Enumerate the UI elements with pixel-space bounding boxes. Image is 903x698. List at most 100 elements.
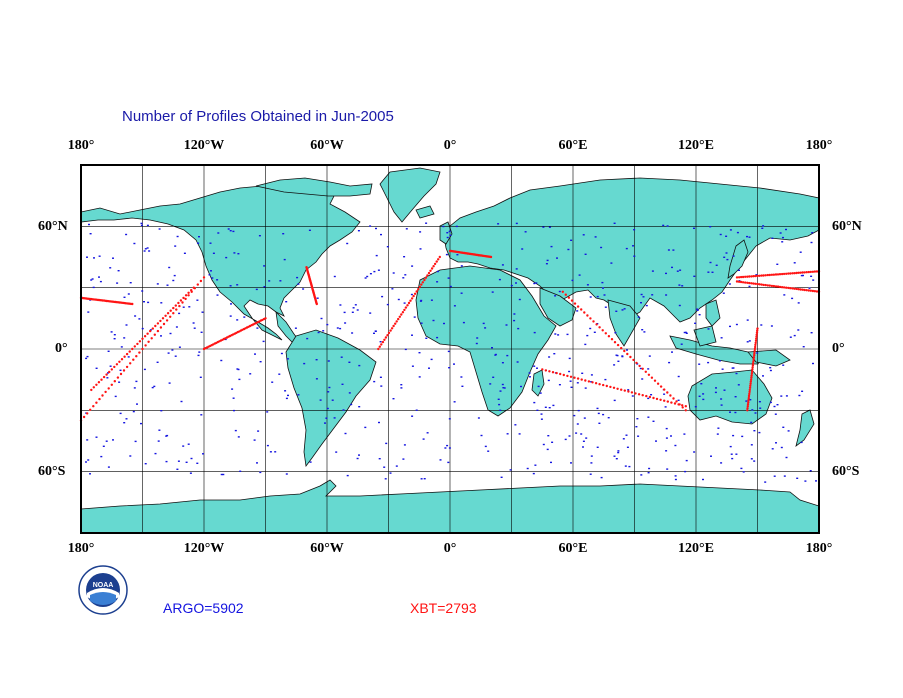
xbt-profile-marker <box>159 326 163 329</box>
argo-profile-marker <box>98 276 100 278</box>
xbt-profile-marker <box>187 294 190 297</box>
argo-profile-marker <box>714 391 717 394</box>
argo-profile-marker <box>693 275 696 277</box>
xbt-profile-marker <box>666 391 669 394</box>
xbt-profile-marker <box>753 347 757 351</box>
argo-profile-marker <box>721 368 724 370</box>
argo-profile-marker <box>796 477 799 479</box>
argo-profile-marker <box>358 454 360 456</box>
xbt-profile-marker <box>86 412 89 415</box>
argo-profile-marker <box>132 410 135 413</box>
argo-profile-marker <box>535 282 538 284</box>
argo-profile-marker <box>411 334 413 336</box>
argo-profile-marker <box>571 279 574 282</box>
argo-profile-marker <box>637 435 640 437</box>
xbt-profile-marker <box>780 286 784 289</box>
xbt-profile-marker <box>780 272 784 276</box>
argo-profile-marker <box>720 337 723 339</box>
argo-profile-marker <box>107 466 110 468</box>
argo-profile-marker <box>160 335 162 337</box>
xbt-profile-marker <box>576 377 580 380</box>
argo-profile-marker <box>339 327 342 330</box>
argo-profile-marker <box>419 248 422 250</box>
xbt-profile-marker <box>616 343 620 347</box>
xbt-profile-marker <box>389 329 392 332</box>
xbt-profile-marker <box>594 382 598 385</box>
argo-profile-marker <box>553 353 556 355</box>
argo-profile-marker <box>604 378 607 381</box>
xbt-profile-marker <box>758 283 761 286</box>
argo-profile-marker <box>392 272 395 274</box>
argo-profile-marker <box>227 228 230 230</box>
xbt-profile-marker <box>648 395 652 399</box>
argo-profile-marker <box>651 294 654 296</box>
argo-profile-marker <box>234 429 237 432</box>
argo-profile-marker <box>258 235 261 237</box>
xbt-profile-marker <box>681 404 684 407</box>
argo-profile-marker <box>811 232 814 234</box>
argo-profile-marker <box>546 448 549 451</box>
argo-profile-marker <box>670 435 672 437</box>
argo-profile-marker <box>785 228 787 231</box>
xbt-profile-marker <box>770 284 774 288</box>
xbt-profile-marker <box>566 374 569 378</box>
argo-profile-marker <box>147 301 150 304</box>
argo-profile-marker <box>548 226 551 228</box>
xbt-profile-marker <box>403 308 406 312</box>
argo-profile-marker <box>378 421 380 424</box>
argo-profile-marker <box>230 303 232 305</box>
xbt-profile-marker <box>776 285 780 288</box>
xbt-profile-marker <box>801 271 804 274</box>
argo-profile-marker <box>254 353 256 355</box>
argo-profile-marker <box>550 245 553 248</box>
xbt-profile-marker <box>429 269 432 272</box>
xbt-profile-marker <box>406 304 409 307</box>
xbt-profile-marker <box>105 373 108 376</box>
argo-profile-marker <box>282 233 285 235</box>
argo-profile-marker <box>683 331 686 334</box>
xbt-profile-marker <box>630 391 634 394</box>
xbt-profile-marker <box>811 270 815 273</box>
xbt-profile-marker <box>801 288 804 291</box>
xbt-profile-marker <box>184 294 188 297</box>
argo-profile-marker <box>536 409 539 411</box>
argo-count: ARGO=5902 <box>163 600 244 616</box>
argo-profile-marker <box>446 444 449 447</box>
argo-profile-marker <box>461 385 464 387</box>
argo-profile-marker <box>263 286 266 288</box>
xbt-profile-marker <box>737 276 741 279</box>
argo-profile-marker <box>576 423 579 425</box>
argo-profile-marker <box>517 327 520 330</box>
map-frame <box>80 164 820 534</box>
xbt-profile-marker <box>584 379 587 382</box>
south-america <box>285 329 377 468</box>
argo-profile-marker <box>322 330 325 332</box>
argo-profile-marker <box>269 451 272 453</box>
bottom-tick-label: 120°E <box>678 541 714 556</box>
argo-profile-marker <box>621 355 624 357</box>
argo-profile-marker <box>640 474 643 476</box>
xbt-profile-marker <box>809 289 812 292</box>
xbt-profile-marker <box>741 281 745 284</box>
xbt-profile-marker <box>681 406 684 409</box>
xbt-profile-marker <box>752 360 755 363</box>
argo-profile-marker <box>92 286 95 289</box>
argo-profile-marker <box>774 413 777 415</box>
argo-profile-marker <box>782 236 784 239</box>
argo-profile-marker <box>641 378 644 380</box>
xbt-profile-marker <box>424 276 428 279</box>
argo-profile-marker <box>287 394 289 397</box>
argo-profile-marker <box>640 293 643 296</box>
argo-profile-marker <box>533 365 536 367</box>
argo-profile-marker <box>617 451 620 454</box>
argo-profile-marker <box>167 352 170 354</box>
argo-profile-marker <box>391 288 394 290</box>
argo-profile-marker <box>590 455 593 457</box>
argo-profile-marker <box>534 464 537 466</box>
argo-profile-marker <box>229 315 232 317</box>
top-tick-label: 120°W <box>183 138 225 153</box>
argo-profile-marker <box>491 347 493 349</box>
argo-profile-marker <box>582 446 584 448</box>
argo-profile-marker <box>547 435 550 437</box>
argo-profile-marker <box>85 461 87 463</box>
